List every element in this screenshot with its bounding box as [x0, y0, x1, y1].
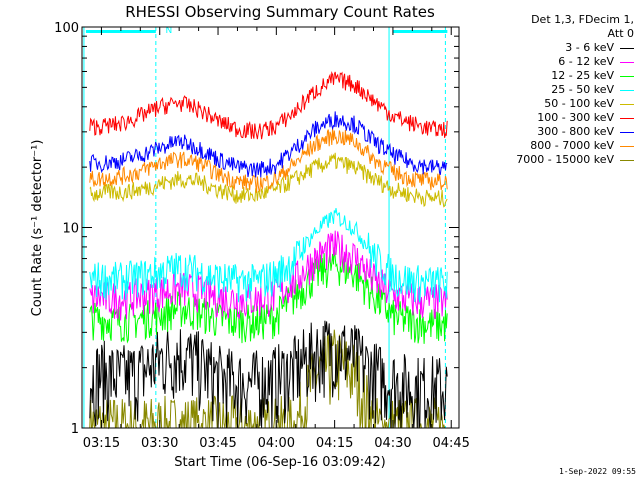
y-tick-label: 100 — [54, 21, 79, 36]
legend-label: 25 - 50 keV — [551, 83, 614, 96]
legend-entry: 50 - 100 keV — [474, 97, 634, 111]
x-tick-label: 03:30 — [141, 436, 178, 451]
y-tick-label: 1 — [71, 422, 79, 437]
legend-header-line-1: Det 1,3, FDecim 1, — [531, 13, 634, 26]
legend-swatch — [620, 61, 634, 63]
legend-entry: 800 - 7000 keV — [474, 139, 634, 153]
legend-entry: 6 - 12 keV — [474, 55, 634, 69]
y-tick-label: 10 — [62, 222, 79, 237]
legend-swatch — [620, 103, 634, 105]
series-line-100-300-kev — [89, 71, 448, 140]
legend: Det 1,3, FDecim 1, Att 0 3 - 6 keV 6 - 12… — [474, 13, 634, 167]
legend-swatch — [620, 159, 634, 161]
x-axis-label: Start Time (06-Sep-16 03:09:42) — [174, 455, 385, 470]
legend-entry: 100 - 300 keV — [474, 111, 634, 125]
legend-entry: 3 - 6 keV — [474, 41, 634, 55]
x-tick-label: 04:15 — [316, 436, 353, 451]
series-line-6-12-kev — [89, 230, 448, 321]
legend-label: 6 - 12 keV — [558, 55, 614, 68]
timestamp: 1-Sep-2022 09:55 — [558, 467, 636, 476]
y-axis-label: Count Rate (s⁻¹ detector⁻¹) — [30, 140, 45, 317]
plot-area: N — [83, 26, 448, 430]
legend-label: 800 - 7000 keV — [530, 139, 614, 152]
series-line-300-800-kev — [89, 111, 448, 178]
x-tick-label: 03:45 — [199, 436, 236, 451]
legend-entry: 12 - 25 keV — [474, 69, 634, 83]
x-axis: 03:15 03:30 03:45 04:00 04:15 04:30 04:45 — [81, 27, 470, 451]
annotation-label: N — [166, 26, 173, 36]
y-axis: 1 10 100 — [54, 21, 459, 437]
legend-entry: 25 - 50 keV — [474, 83, 634, 97]
x-tick-label: 03:15 — [83, 436, 120, 451]
legend-swatch — [620, 117, 634, 119]
legend-entry: 300 - 800 keV — [474, 125, 634, 139]
legend-label: 50 - 100 keV — [544, 97, 614, 110]
legend-swatch — [620, 75, 634, 77]
legend-entry: 7000 - 15000 keV — [474, 153, 634, 167]
legend-swatch — [620, 89, 634, 91]
series-line-3-6-kev — [89, 320, 448, 429]
series-line-25-50-kev — [89, 208, 448, 303]
legend-label: 100 - 300 keV — [537, 111, 614, 124]
legend-swatch — [620, 47, 634, 49]
series-line-50-100-kev — [89, 152, 448, 208]
legend-label: 12 - 25 keV — [551, 69, 614, 82]
x-tick-label: 04:45 — [432, 436, 469, 451]
chart-title: RHESSI Observing Summary Count Rates — [125, 3, 435, 21]
x-tick-label: 04:00 — [258, 436, 295, 451]
legend-swatch — [620, 131, 634, 133]
legend-label: 300 - 800 keV — [537, 125, 614, 138]
legend-label: 7000 - 15000 keV — [516, 153, 614, 166]
series-line-800-7000-kev — [89, 127, 448, 193]
legend-label: 3 - 6 keV — [565, 41, 614, 54]
legend-swatch — [620, 145, 634, 147]
x-tick-label: 04:30 — [374, 436, 411, 451]
legend-header-line-2: Att 0 — [607, 27, 634, 40]
